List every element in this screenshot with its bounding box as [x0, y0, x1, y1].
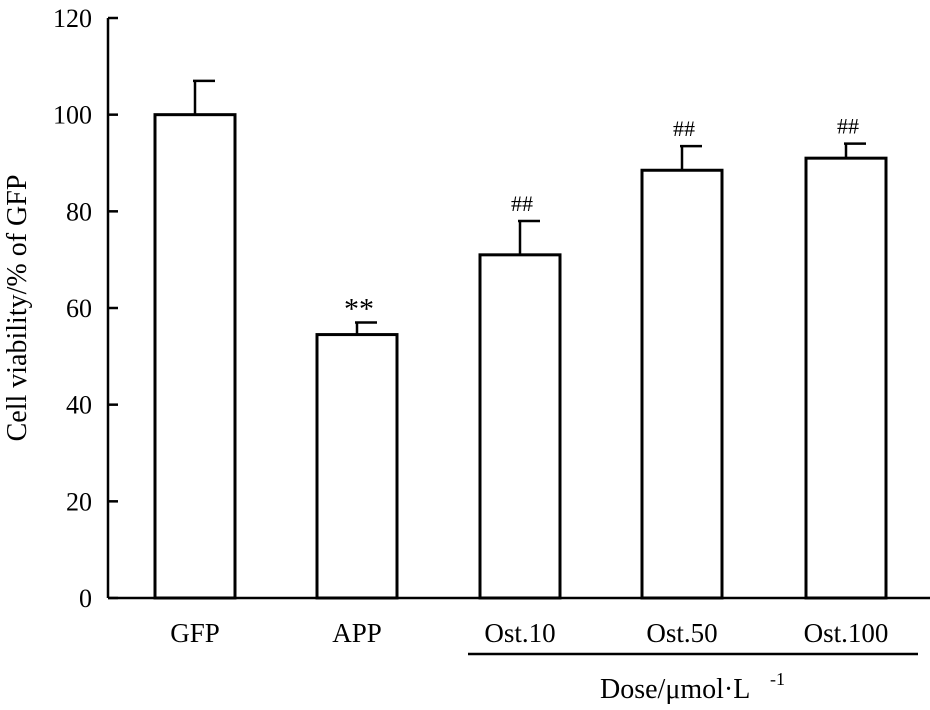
y-tick-label: 100 [53, 101, 92, 130]
category-label: APP [332, 618, 382, 648]
bar [804, 156, 888, 600]
y-axis-title: Cell viability/% of GFP [2, 175, 33, 442]
bar [640, 168, 724, 600]
significance-annotation: ## [673, 116, 695, 141]
category-label: Ost.10 [484, 618, 555, 648]
bar [315, 333, 399, 600]
y-tick-label: 60 [66, 294, 92, 323]
y-tick-label: 20 [66, 487, 92, 516]
category-label: Ost.50 [646, 618, 717, 648]
y-tick-label: 120 [53, 4, 92, 33]
category-labels: GFP APP Ost.10 Ost.50 Ost.100 [170, 618, 888, 648]
y-tick-label: 40 [66, 391, 92, 420]
bar [478, 253, 562, 600]
y-tick-label: 0 [79, 584, 92, 613]
category-label: GFP [170, 618, 220, 648]
category-label: Ost.100 [804, 618, 889, 648]
x-axis-title-superscript: -1 [770, 669, 785, 689]
x-axis-title: Dose/μmol·L [600, 674, 750, 705]
y-tick-label: 80 [66, 197, 92, 226]
significance-annotation: ** [344, 293, 374, 326]
significance-annotation: ## [511, 191, 533, 216]
y-axis: 0 20 40 60 80 100 120 [53, 4, 118, 613]
significance-annotation: ## [837, 114, 859, 139]
bars: ** ## ## ## [153, 79, 888, 600]
bar [153, 113, 237, 600]
